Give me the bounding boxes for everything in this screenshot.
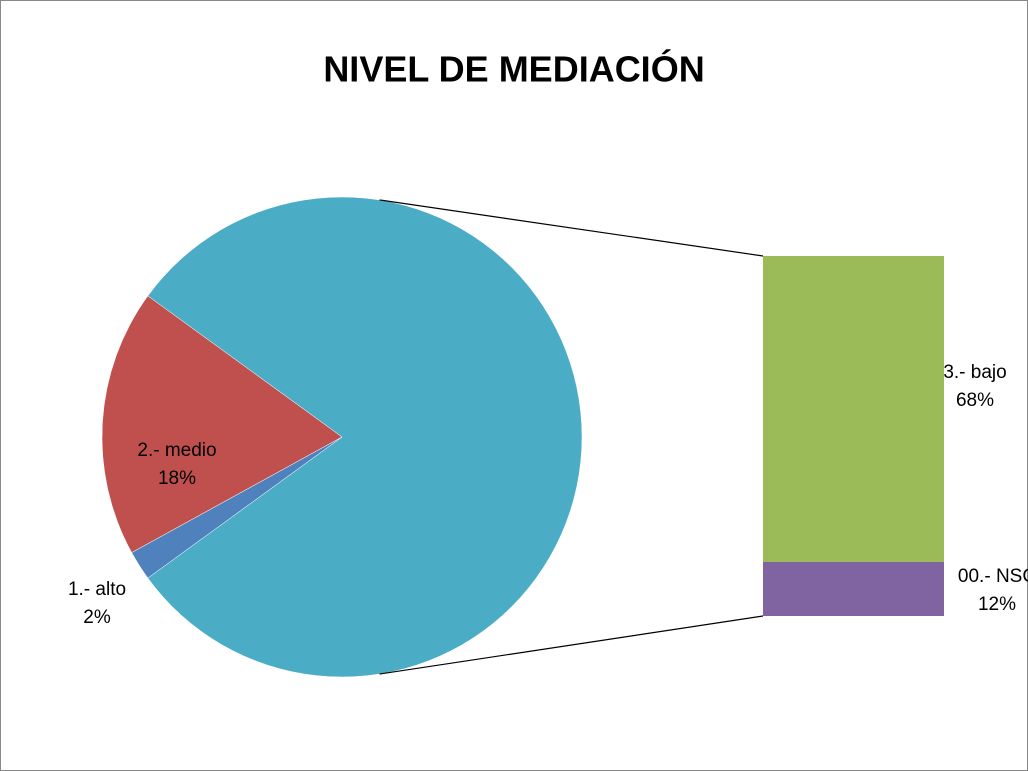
data-label: 2% (83, 607, 111, 628)
pie-slice (131, 436, 343, 579)
data-label: 3.- bajo (943, 362, 1006, 383)
pie-slice (101, 295, 343, 553)
data-label: 2.- medio (137, 440, 216, 461)
data-label: 00.- NSC (958, 566, 1028, 587)
connector-line (379, 615, 764, 675)
bar-segment (763, 256, 944, 562)
data-label: 12% (978, 594, 1016, 615)
data-label: 68% (956, 390, 994, 411)
bar-segment (763, 562, 944, 616)
data-label: 18% (158, 468, 196, 489)
connector-line (379, 199, 764, 257)
other-slice (147, 196, 583, 678)
chart-title: NIVEL DE MEDIACIÓN (323, 48, 704, 90)
data-label: 1.- alto (68, 579, 126, 600)
